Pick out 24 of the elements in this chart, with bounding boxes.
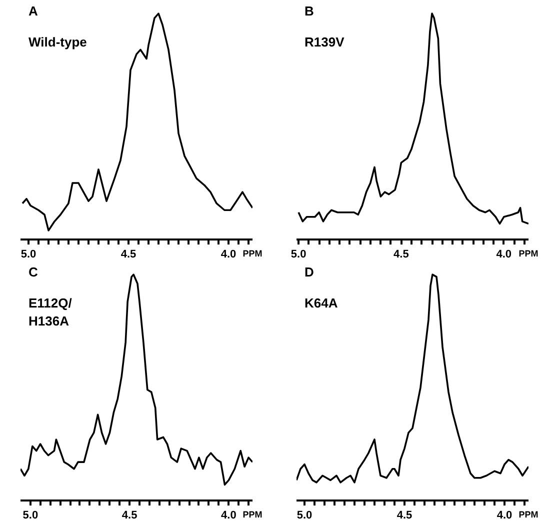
text: K64A: [304, 296, 338, 310]
chart-title: D: [304, 264, 314, 280]
x-axis-title: PPM: [518, 248, 538, 258]
chart-title: C: [28, 264, 38, 280]
text: Wild-type: [28, 34, 87, 50]
text: R139V: [304, 34, 345, 50]
x-tick-label: 4.0: [221, 510, 236, 522]
x-axis-title: PPM: [242, 510, 262, 520]
x-tick-label: 4.0: [220, 248, 236, 260]
x-tick-label: 5.0: [20, 248, 36, 260]
x-tick-label: 4.5: [394, 248, 409, 260]
x-tick-label: 5.0: [22, 510, 38, 522]
x-axis-title: PPM: [242, 248, 262, 258]
text: E112Q/ H136A: [28, 296, 72, 328]
x-tick-label: 4.0: [496, 248, 512, 260]
chart-title: B: [304, 4, 314, 18]
x-axis-title: PPM: [518, 510, 538, 520]
x-tick-label: 4.5: [396, 510, 412, 522]
x-tick-label: 4.5: [122, 510, 138, 522]
x-tick-label: 4.5: [120, 248, 136, 260]
x-tick-label: 5.0: [296, 510, 312, 522]
chart-title: A: [28, 4, 38, 18]
x-tick-label: 4.0: [496, 510, 512, 522]
x-tick-label: 5.0: [290, 248, 306, 260]
